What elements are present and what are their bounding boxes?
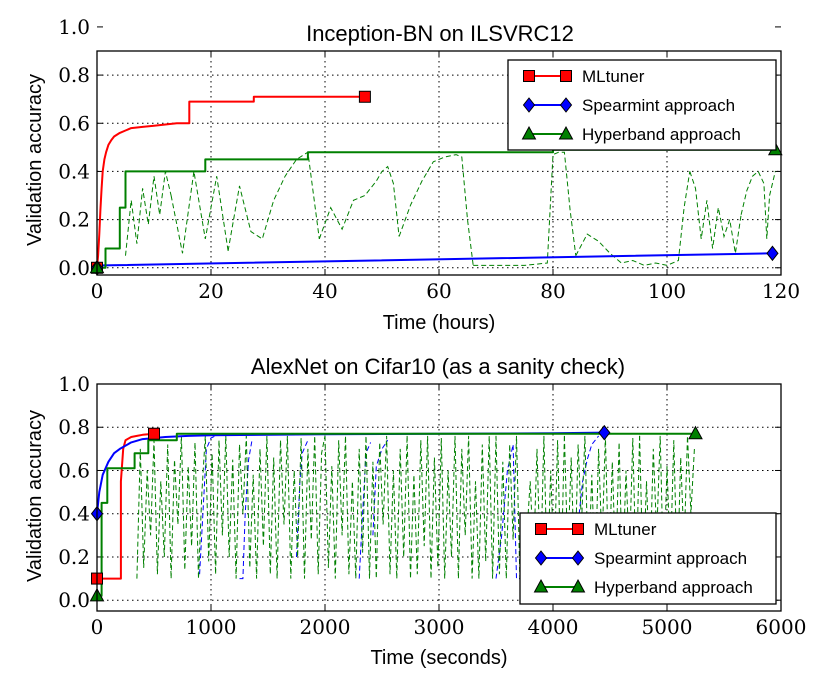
- series-line-mltuner: [97, 432, 155, 580]
- x-tick-label: 5000: [642, 615, 693, 639]
- end-marker-hyperband: [688, 425, 703, 440]
- x-tick-label: 40: [312, 279, 337, 303]
- x-tick-label: 6000: [756, 615, 807, 639]
- legend-marker-mltuner: [535, 523, 547, 535]
- x-tick-label: 3000: [414, 615, 465, 639]
- series-line-hyperband: [97, 148, 776, 269]
- end-marker-spearmint: [598, 424, 611, 441]
- ticks: 0 1000 2000 3000 4000 5000 6000 0.0 0.2 0.4 0.6 0.8…: [58, 372, 806, 639]
- y-axis-label: Validation accuracy: [24, 74, 46, 246]
- chart-title: AlexNet on Cifar10 (as a sanity check): [251, 354, 625, 379]
- trial-curve-hyperband: [689, 171, 742, 254]
- x-tick-label: 4000: [528, 615, 579, 639]
- x-tick-label: 120: [762, 279, 800, 303]
- chart-inception: Inception-BN on ILSVRC12 Time (hours) Va…: [24, 15, 800, 334]
- series-line-mltuner: [97, 95, 365, 268]
- x-tick-label: 20: [198, 279, 223, 303]
- legend-label: Spearmint approach: [594, 549, 747, 568]
- end-marker-mltuner: [358, 90, 371, 103]
- legend-marker-hyperband: [558, 125, 574, 140]
- ticks: 0 20 40 60 80 100 120 0.0 0.2 0.4 0.6 0.8 1.0: [58, 15, 800, 303]
- legend-marker-spearmint: [559, 97, 573, 113]
- end-marker-mltuner: [148, 427, 160, 440]
- axes-frame: [96, 50, 782, 276]
- y-tick-label: 0.0: [58, 256, 90, 280]
- x-tick-label: 80: [540, 279, 565, 303]
- legend-label: Hyperband approach: [594, 578, 753, 597]
- trial-curve-hyperband: [563, 435, 641, 579]
- legend-marker-hyperband: [521, 125, 537, 140]
- trial-curve-hyperband: [225, 435, 326, 579]
- legend-marker-mltuner: [523, 70, 535, 82]
- trial-curve-spearmint: [358, 442, 372, 579]
- legend-marker-hyperband: [533, 578, 549, 593]
- y-axis-label: Validation accuracy: [24, 410, 46, 582]
- trial-curve-hyperband: [170, 171, 229, 254]
- y-tick-label: 1.0: [58, 15, 90, 39]
- plot-area: [89, 90, 783, 276]
- trial-curve-hyperband: [227, 151, 320, 251]
- x-tick-label: 1000: [186, 615, 237, 639]
- legend: MLtuner Spearmint approach Hyperband appro…: [507, 59, 777, 151]
- trial-curve-hyperband: [740, 170, 776, 239]
- trial-curve-hyperband: [639, 435, 695, 579]
- legend-marker-spearmint: [534, 550, 548, 566]
- trial-curve-spearmint: [495, 444, 531, 580]
- trial-curve-hyperband: [398, 154, 474, 266]
- trial-curve-spearmint: [372, 439, 389, 536]
- y-tick-label: 0.8: [58, 63, 90, 87]
- y-tick-label: 0.6: [58, 458, 90, 482]
- x-axis-label: Time (seconds): [370, 647, 507, 669]
- series-line-hyperband: [97, 432, 696, 597]
- trial-curve-hyperband: [324, 435, 408, 579]
- legend-label: Hyperband approach: [582, 125, 741, 144]
- legend: MLtuner Spearmint approach Hyperband appro…: [519, 512, 777, 605]
- y-tick-label: 0.0: [58, 588, 90, 612]
- chart-alexnet: AlexNet on Cifar10 (as a sanity check) T…: [24, 354, 806, 669]
- series-line-spearmint: [97, 252, 773, 269]
- trial-curve-hyperband: [406, 435, 497, 579]
- legend-marker-spearmint: [522, 97, 536, 113]
- y-tick-label: 0.6: [58, 111, 90, 135]
- x-tick-label: 60: [426, 279, 451, 303]
- x-tick-label: 0: [91, 279, 104, 303]
- trial-curve-spearmint: [296, 439, 309, 558]
- plot-area: [89, 424, 703, 602]
- x-tick-label: 100: [648, 279, 686, 303]
- trial-curve-hyperband: [473, 151, 577, 266]
- y-tick-label: 0.4: [58, 502, 90, 526]
- x-tick-label: 0: [91, 615, 104, 639]
- axes-frame: [96, 383, 782, 612]
- trial-curve-hyperband: [575, 171, 691, 266]
- y-tick-label: 0.2: [58, 545, 90, 569]
- legend-marker-mltuner: [572, 523, 584, 535]
- trial-curve-spearmint: [199, 435, 216, 575]
- legend-label: MLtuner: [594, 520, 657, 539]
- y-tick-label: 1.0: [58, 372, 90, 396]
- y-tick-label: 0.4: [58, 159, 90, 183]
- legend-label: Spearmint approach: [582, 96, 735, 115]
- legend-label: MLtuner: [582, 67, 645, 86]
- trial-curve-hyperband: [125, 171, 172, 256]
- legend-marker-hyperband: [570, 578, 586, 593]
- trial-curve-spearmint: [239, 440, 253, 580]
- chart-title: Inception-BN on ILSVRC12: [306, 21, 574, 46]
- legend-marker-spearmint: [571, 550, 585, 566]
- end-marker-spearmint: [766, 245, 779, 262]
- legend-marker-mltuner: [560, 70, 572, 82]
- trial-curve-hyperband: [318, 165, 400, 240]
- y-tick-label: 0.2: [58, 208, 90, 232]
- x-axis-label: Time (hours): [383, 312, 496, 334]
- x-tick-label: 2000: [300, 615, 351, 639]
- y-tick-label: 0.8: [58, 415, 90, 439]
